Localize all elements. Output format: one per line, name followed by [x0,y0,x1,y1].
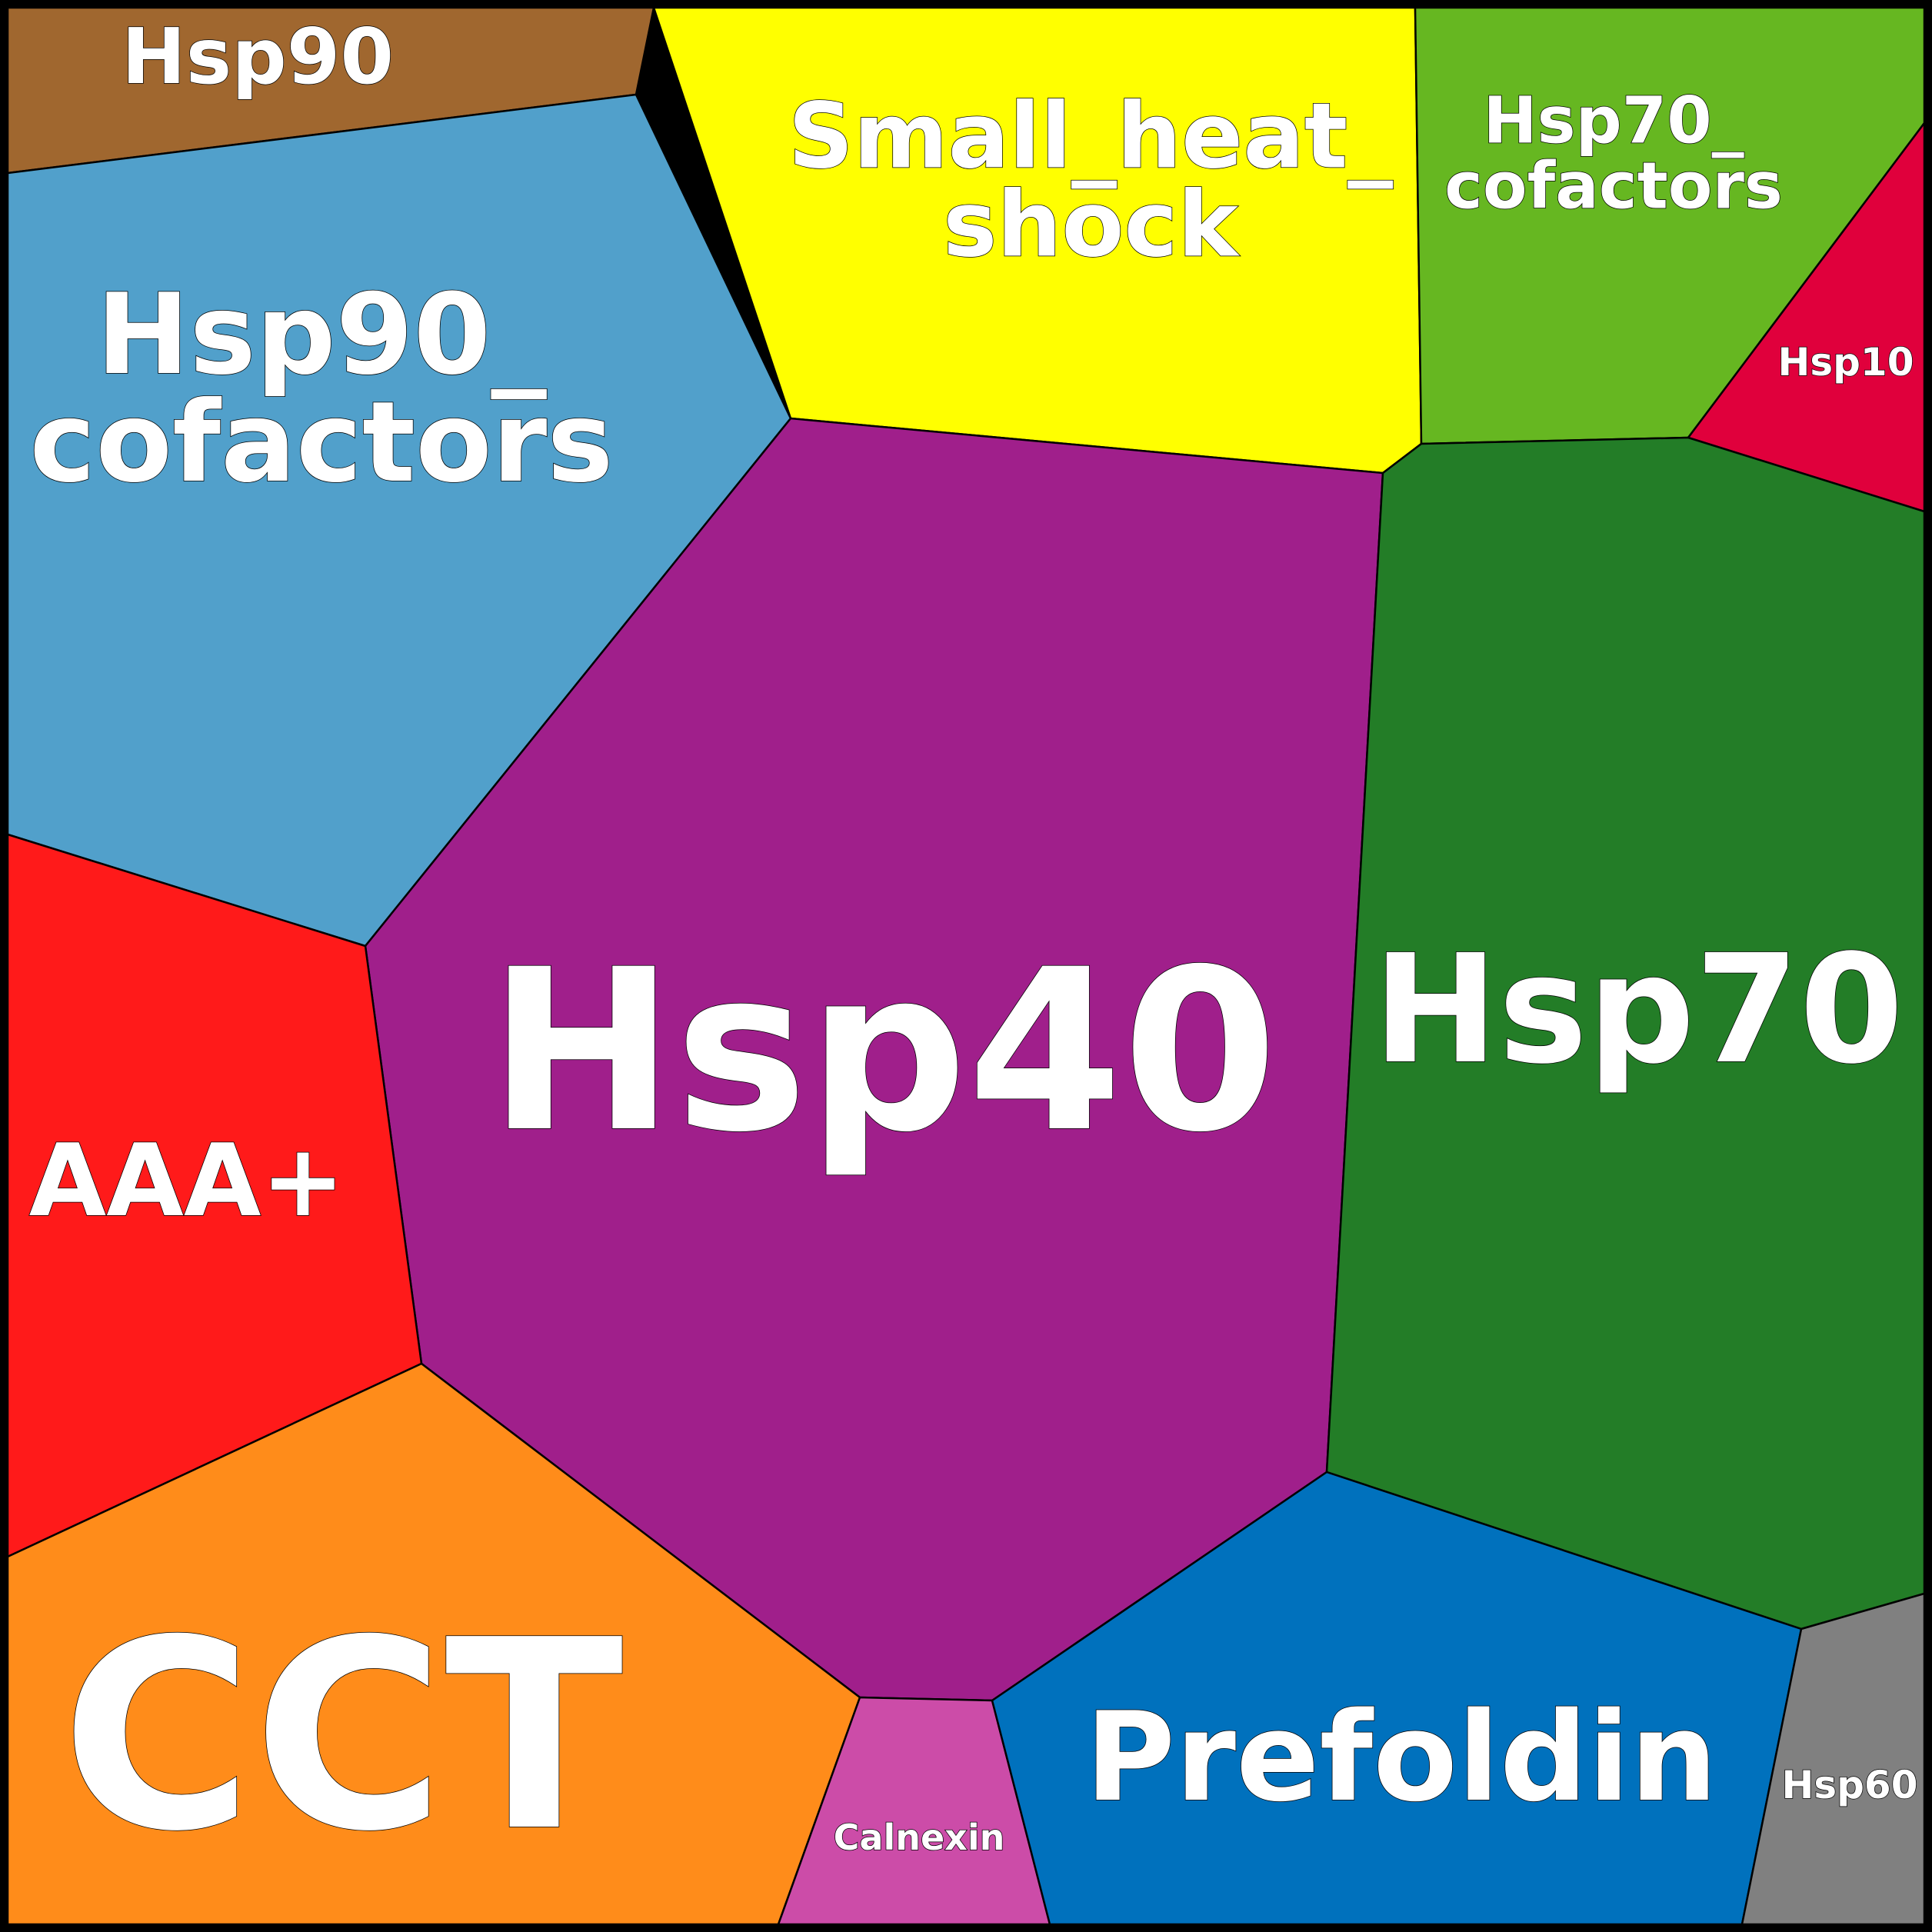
cell-label-line: cofactors [1444,148,1783,224]
cell-label-line: cofactors [29,378,613,508]
cell-label-line: Small_heat_ [788,83,1394,189]
cell-label-hsp70-cofactors: Hsp70_ cofactors [1444,83,1783,224]
cell-label-hsp10: Hsp10 [1778,340,1914,385]
cell-label-cct: CCT [62,1584,625,1889]
cell-label-calnexin: Calnexin [834,1817,1005,1858]
cell-label-line: shock [943,172,1240,278]
cell-label-prefoldin: Prefoldin [1085,1685,1717,1829]
cell-label-line: AAA+ [29,1122,345,1239]
cell-label-hsp60: Hsp60 [1782,1763,1918,1807]
cell-label-hsp90-cofactors: Hsp90_ cofactors [29,270,613,508]
cell-label-line: Hsp70 [1373,922,1904,1097]
cell-label-small-heat-shock: Small_heat_ shock [788,83,1394,278]
cell-label-hsp70: Hsp70 [1373,922,1904,1097]
cell-label-line: Hsp40 [488,922,1277,1181]
cell-label-line: Hsp90 [122,12,394,102]
cell-hsp60 [1740,1592,1926,1926]
cell-label-line: Hsp90_ [96,270,547,400]
cell-label-line: Hsp60 [1782,1763,1918,1807]
cell-label-line: Hsp70_ [1483,83,1744,158]
cell-label-line: Hsp10 [1778,340,1914,385]
cell-label-hsp90: Hsp90 [122,12,394,102]
cell-label-hsp40: Hsp40 [488,922,1277,1181]
cell-label-line: Calnexin [834,1817,1005,1858]
cell-label-line: Prefoldin [1085,1685,1717,1829]
cell-label-line: CCT [62,1584,625,1889]
cell-label-aaa-plus: AAA+ [29,1122,345,1239]
